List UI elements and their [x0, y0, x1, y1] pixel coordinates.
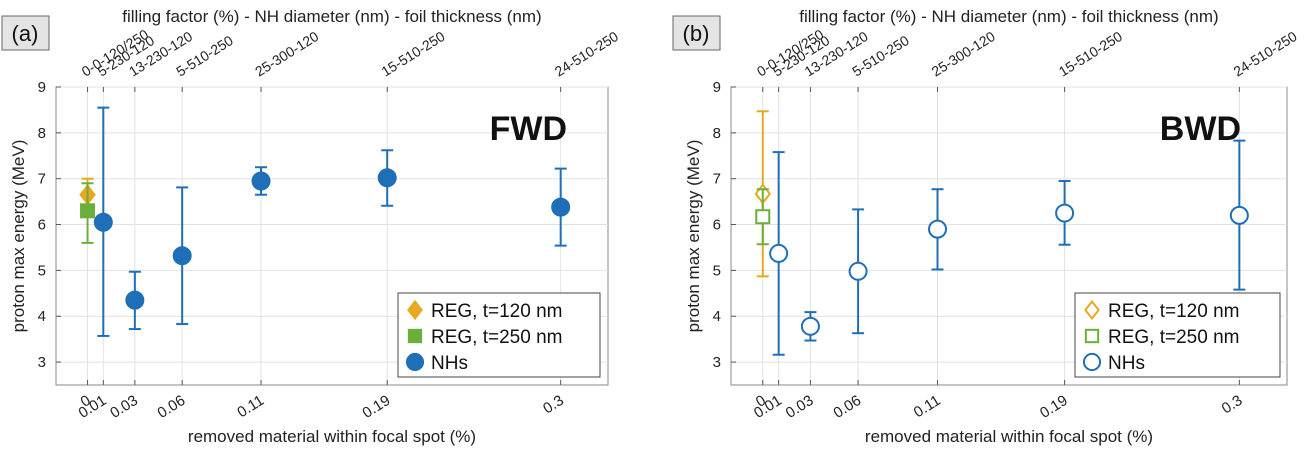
legend-entry: REG, t=250 nm — [431, 327, 562, 348]
legend-box — [1074, 292, 1281, 378]
y-tick-label: 7 — [713, 171, 721, 188]
y-tick-label: 4 — [713, 308, 721, 325]
y-tick-label: 4 — [38, 308, 46, 325]
y-tick-label: 8 — [713, 125, 721, 142]
legend-marker — [407, 328, 423, 344]
data-point — [800, 316, 820, 336]
data-point — [172, 246, 192, 266]
y-tick-label: 5 — [38, 262, 46, 279]
top-x-axis-label: filling factor (%) - NH diameter (nm) - … — [122, 7, 541, 26]
top-x-tick-label: 25-300-120 — [929, 28, 998, 80]
y-tick-label: 3 — [38, 354, 46, 371]
data-point — [1229, 205, 1249, 225]
legend-marker — [1084, 299, 1100, 321]
y-tick-label: 5 — [713, 262, 721, 279]
panel-tag-label: (b) — [683, 21, 710, 46]
legend-marker — [407, 299, 423, 321]
legend-marker — [1082, 352, 1102, 372]
y-tick-label: 9 — [38, 79, 46, 96]
x-axis-label: removed material within focal spot (%) — [188, 427, 476, 446]
data-point — [928, 219, 948, 239]
panel-tag-box — [672, 15, 721, 51]
data-point — [251, 171, 271, 191]
legend-box — [397, 292, 601, 378]
x-tick-label: 0.03 — [107, 392, 141, 422]
x-tick-label: 0.06 — [830, 392, 864, 422]
top-x-tick-label: 25-300-120 — [252, 28, 321, 80]
legend-entry: REG, t=120 nm — [1108, 301, 1239, 322]
y-tick-label: 9 — [713, 79, 721, 96]
y-tick-label: 7 — [38, 171, 46, 188]
y-tick-label: 8 — [38, 125, 46, 142]
x-tick-label: 0.11 — [234, 392, 267, 421]
y-tick-label: 3 — [713, 354, 721, 371]
legend-entry: REG, t=250 nm — [1108, 327, 1239, 348]
y-tick-label: 6 — [713, 217, 721, 234]
y-axis-label: proton max energy (MeV) — [684, 140, 703, 333]
x-tick-label: 0.19 — [1037, 392, 1071, 422]
top-x-tick-label: 15-510-250 — [1056, 28, 1125, 80]
top-x-tick-label: 24-510-250 — [1230, 28, 1299, 80]
data-point — [1055, 203, 1075, 223]
legend-entry: NHs — [431, 353, 468, 374]
x-tick-label: 0.11 — [911, 392, 944, 421]
data-point — [125, 290, 145, 310]
panel-tag-label: (a) — [12, 21, 39, 46]
x-tick-label: 0.06 — [155, 392, 189, 422]
legend-marker — [1084, 328, 1100, 344]
top-x-tick-label: 24-510-250 — [552, 28, 621, 80]
data-point — [93, 212, 113, 232]
data-point — [769, 243, 789, 263]
data-point — [80, 203, 96, 219]
data-point — [848, 261, 868, 281]
x-tick-label: 0.03 — [783, 392, 817, 422]
top-x-axis-label: filling factor (%) - NH diameter (nm) - … — [799, 7, 1218, 26]
legend-marker — [405, 352, 425, 372]
y-axis-label: proton max energy (MeV) — [9, 140, 28, 333]
y-tick-label: 6 — [38, 217, 46, 234]
panel-tag-box — [1, 15, 50, 51]
direction-label: BWD — [1160, 110, 1241, 148]
legend-entry: NHs — [1108, 353, 1145, 374]
x-axis-label: removed material within focal spot (%) — [865, 427, 1153, 446]
direction-label: FWD — [490, 110, 567, 148]
legend-entry: REG, t=120 nm — [431, 301, 562, 322]
x-tick-label: 0.3 — [540, 392, 567, 417]
x-tick-label: 0.19 — [360, 392, 394, 422]
data-point — [755, 209, 771, 225]
data-point — [551, 197, 571, 217]
top-x-tick-label: 15-510-250 — [378, 28, 447, 80]
data-point — [377, 168, 397, 188]
x-tick-label: 0.3 — [1219, 392, 1246, 417]
